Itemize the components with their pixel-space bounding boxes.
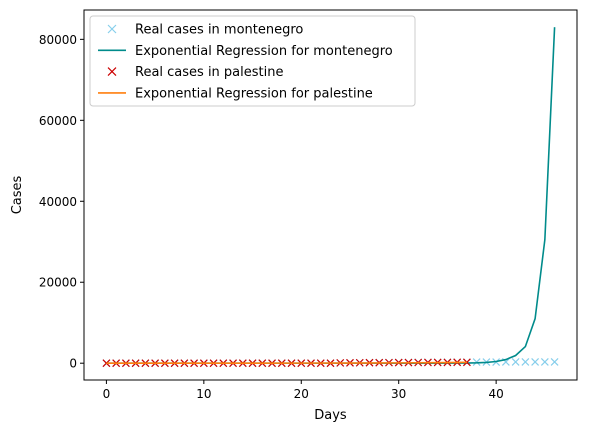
legend-box — [89, 15, 416, 107]
x-axis-label: Days — [314, 408, 347, 423]
y-tick-label: 80000 — [39, 33, 77, 47]
x-tick-label: 0 — [103, 387, 111, 401]
data-point — [462, 358, 471, 367]
legend-item: Real cases in montenegro — [107, 23, 303, 38]
series-line — [106, 361, 467, 365]
data-point — [521, 358, 530, 366]
series-3 — [106, 361, 467, 365]
y-tick-label: 20000 — [39, 276, 77, 290]
data-point — [102, 359, 111, 368]
legend-label: Exponential Regression for palestine — [135, 86, 373, 101]
legend-marker-swatch — [107, 24, 117, 34]
x-tick-label: 40 — [488, 387, 503, 401]
x-tick-label: 30 — [391, 387, 406, 401]
legend: Real cases in montenegro Exponential Regr… — [89, 15, 416, 107]
x-tick-label: 10 — [196, 387, 211, 401]
legend-item: Exponential Regression for montenegro — [98, 44, 393, 59]
legend-label: Real cases in palestine — [135, 65, 283, 80]
x-axis-ticks: 0 10 20 30 40 — [103, 380, 504, 401]
plot-frame — [83, 9, 578, 381]
data-point — [550, 357, 559, 366]
y-axis-label: Cases — [10, 175, 25, 214]
y-tick-label: 0 — [69, 357, 77, 371]
y-tick-label: 40000 — [39, 195, 77, 209]
series-layer — [102, 27, 559, 368]
data-point — [531, 357, 540, 366]
y-tick-label: 60000 — [39, 114, 77, 128]
data-point — [511, 358, 520, 366]
x-tick-label: 20 — [294, 387, 309, 401]
legend-item: Exponential Regression for palestine — [98, 86, 373, 101]
legend-marker-swatch — [107, 67, 117, 77]
y-axis-ticks: 0 20000 40000 60000 80000 — [39, 33, 84, 371]
legend-label: Real cases in montenegro — [135, 23, 303, 38]
data-point — [540, 357, 549, 366]
legend-item: Real cases in palestine — [107, 65, 283, 80]
legend-label: Exponential Regression for montenegro — [135, 44, 393, 59]
